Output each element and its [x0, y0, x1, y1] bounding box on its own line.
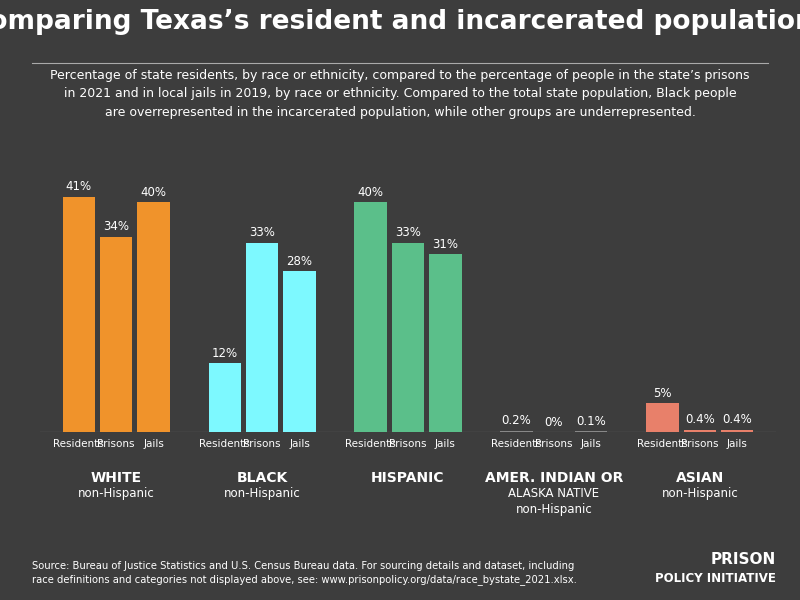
Text: Comparing Texas’s resident and incarcerated populations: Comparing Texas’s resident and incarcera… [0, 9, 800, 35]
Text: 33%: 33% [395, 226, 421, 239]
Text: ASIAN: ASIAN [676, 471, 724, 485]
Text: 12%: 12% [211, 347, 238, 359]
Text: 0.4%: 0.4% [722, 413, 752, 426]
Text: Jails: Jails [581, 439, 602, 449]
Text: 40%: 40% [141, 186, 166, 199]
Text: ALASKA NATIVE: ALASKA NATIVE [508, 487, 599, 500]
Text: Residents: Residents [54, 439, 104, 449]
Text: 0.1%: 0.1% [577, 415, 606, 428]
Text: non-Hispanic: non-Hispanic [78, 487, 154, 500]
Text: Prisons: Prisons [681, 439, 718, 449]
Text: non-Hispanic: non-Hispanic [515, 503, 592, 516]
Bar [684, 430, 716, 432]
Bar [100, 237, 132, 432]
Bar [500, 431, 533, 432]
Text: Percentage of state residents, by race or ethnicity, compared to the percentage : Percentage of state residents, by race o… [50, 69, 750, 119]
Text: Prisons: Prisons [243, 439, 281, 449]
Text: Prisons: Prisons [535, 439, 573, 449]
Text: 0.4%: 0.4% [685, 413, 714, 426]
Text: 34%: 34% [103, 220, 129, 233]
Bar [392, 242, 424, 432]
Bar [354, 202, 386, 432]
Text: 41%: 41% [66, 180, 92, 193]
Text: non-Hispanic: non-Hispanic [224, 487, 301, 500]
Text: Residents: Residents [345, 439, 396, 449]
Bar [721, 430, 754, 432]
Bar [283, 271, 316, 432]
Text: 28%: 28% [286, 255, 313, 268]
Text: WHITE: WHITE [90, 471, 142, 485]
Text: Residents: Residents [637, 439, 688, 449]
Text: Prisons: Prisons [390, 439, 426, 449]
Text: Jails: Jails [289, 439, 310, 449]
Bar [246, 242, 278, 432]
Text: 31%: 31% [433, 238, 458, 251]
Bar [62, 197, 95, 432]
Text: POLICY INITIATIVE: POLICY INITIATIVE [655, 572, 776, 585]
Text: Prisons: Prisons [98, 439, 135, 449]
Text: Jails: Jails [435, 439, 456, 449]
Text: Source: Bureau of Justice Statistics and U.S. Census Bureau data. For sourcing d: Source: Bureau of Justice Statistics and… [32, 561, 577, 585]
Text: Jails: Jails [143, 439, 164, 449]
Text: 0%: 0% [545, 416, 563, 428]
Bar [646, 403, 678, 432]
Bar [430, 254, 462, 432]
Bar [209, 363, 241, 432]
Text: Residents: Residents [199, 439, 250, 449]
Text: non-Hispanic: non-Hispanic [662, 487, 738, 500]
Text: BLACK: BLACK [237, 471, 288, 485]
Text: AMER. INDIAN OR: AMER. INDIAN OR [485, 471, 623, 485]
Text: Residents: Residents [491, 439, 542, 449]
Bar [138, 202, 170, 432]
Text: 5%: 5% [653, 387, 672, 400]
Text: HISPANIC: HISPANIC [371, 471, 445, 485]
Text: Jails: Jails [727, 439, 748, 449]
Text: 33%: 33% [249, 226, 275, 239]
Text: 0.2%: 0.2% [502, 415, 531, 427]
Text: 40%: 40% [358, 186, 383, 199]
Text: PRISON: PRISON [710, 552, 776, 567]
